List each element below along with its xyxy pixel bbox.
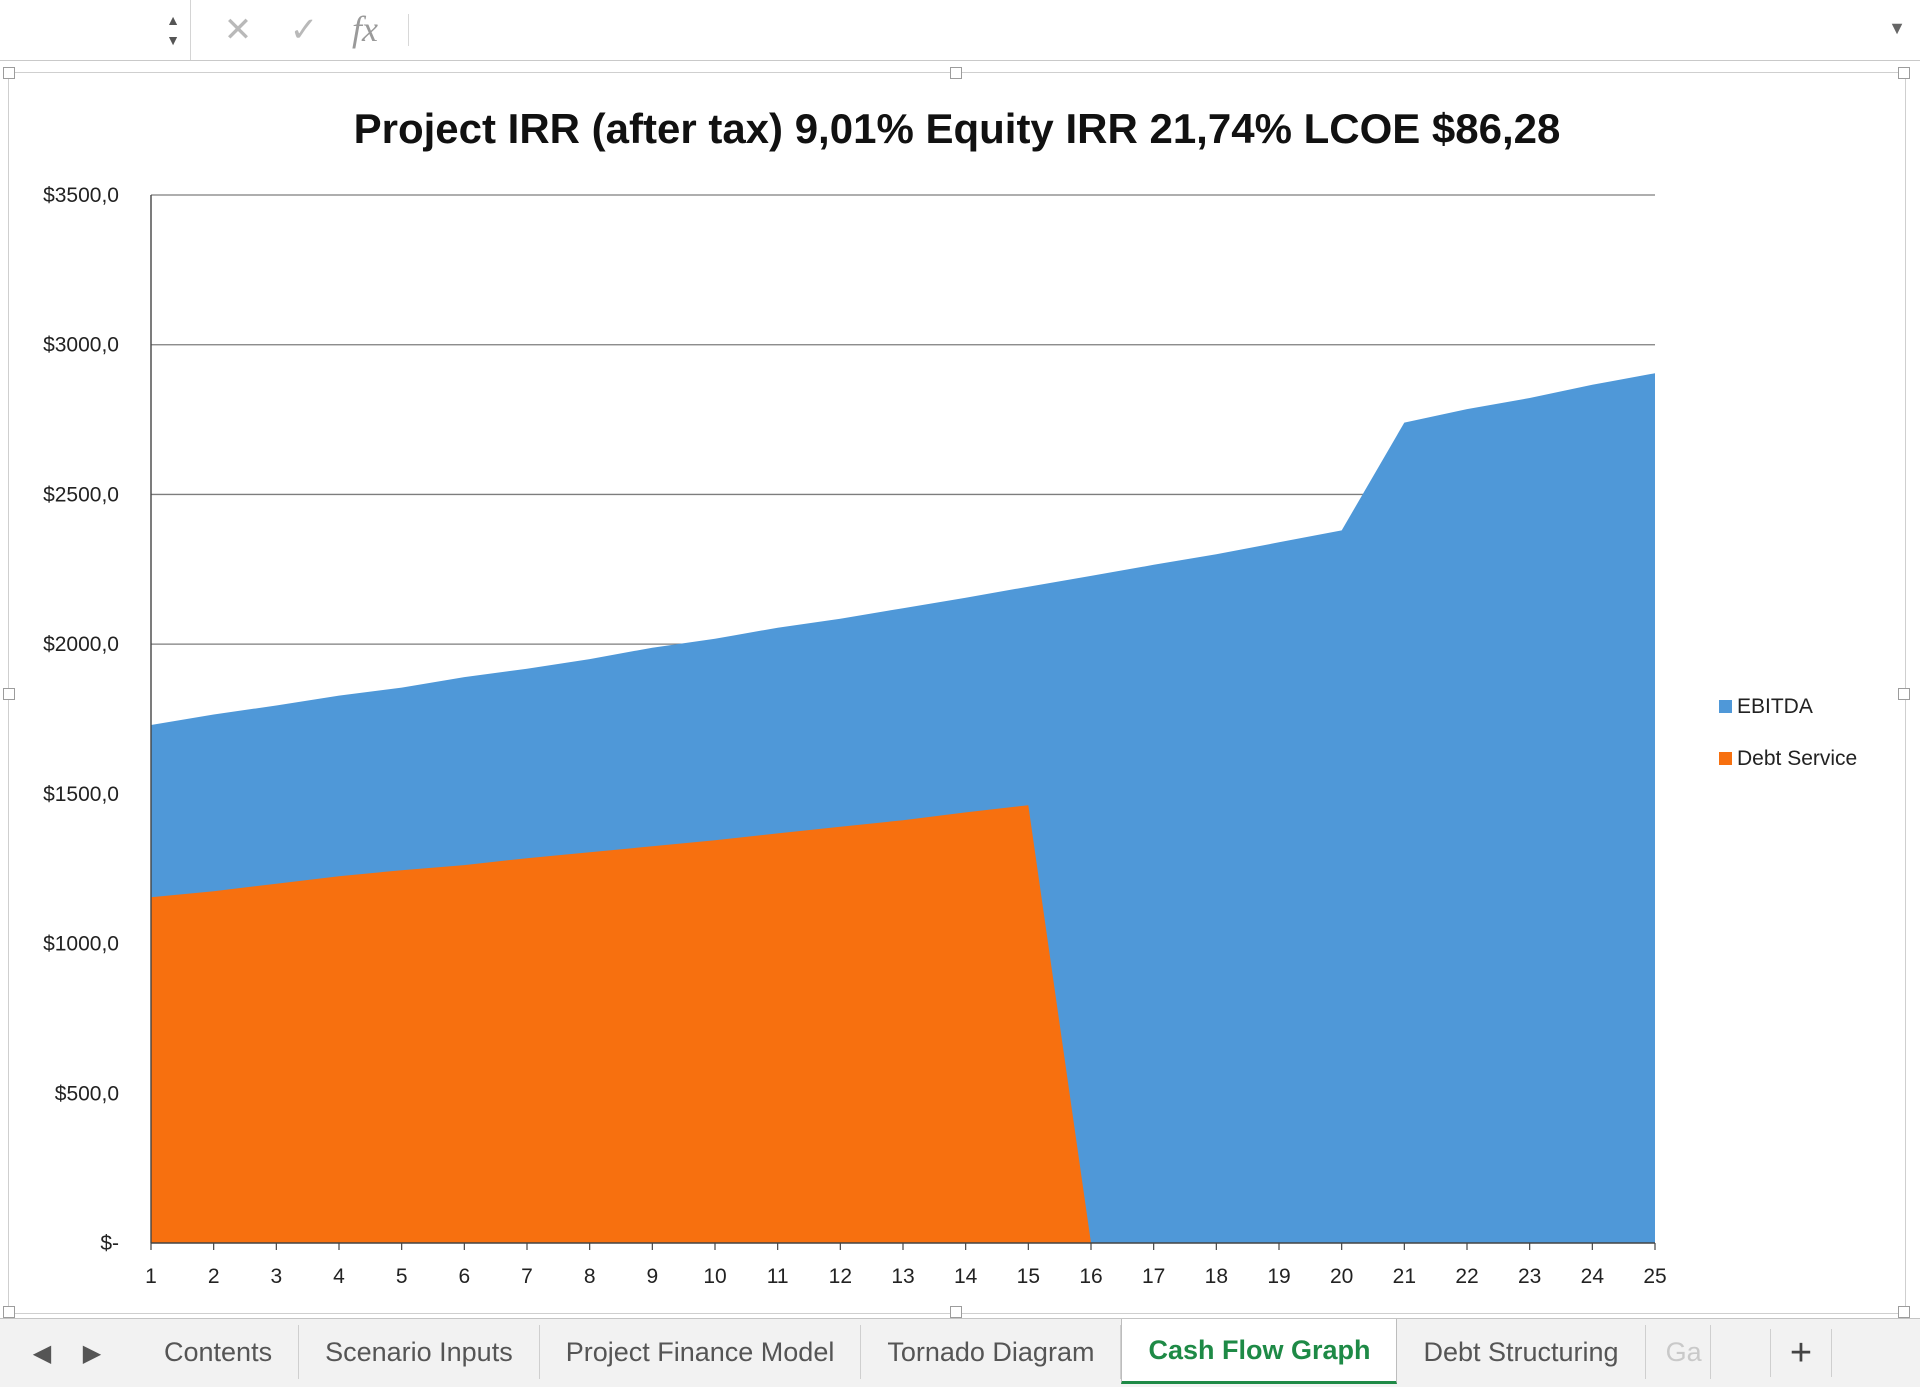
x-tick-label: 6 [458,1265,470,1288]
enter-checkmark-icon[interactable]: ✓ [289,11,319,49]
x-tick-label: 22 [1455,1265,1478,1288]
name-box[interactable]: ▲ ▼ [0,0,191,60]
formula-expand-chevron-icon[interactable]: ▼ [1888,18,1906,38]
up-arrow-icon[interactable]: ▲ [166,12,180,28]
x-tick-label: 2 [208,1265,220,1288]
resize-handle-bottom-right[interactable] [1898,1306,1910,1318]
resize-handle-bottom-left[interactable] [3,1306,15,1318]
x-tick-label: 1 [145,1265,157,1288]
y-tick-label: $3500,0 [43,184,119,207]
x-tick-label: 4 [333,1265,345,1288]
legend-swatch [1719,700,1732,713]
x-tick-label: 9 [646,1265,658,1288]
x-tick-label: 7 [521,1265,533,1288]
x-tick-label: 8 [584,1265,596,1288]
tab-scenario-inputs[interactable]: Scenario Inputs [299,1325,540,1379]
tab-tornado-diagram[interactable]: Tornado Diagram [861,1325,1122,1379]
cash-flow-chart: Project IRR (after tax) 9,01% Equity IRR… [43,105,1857,1288]
x-tick-label: 16 [1079,1265,1102,1288]
cancel-icon[interactable]: ✕ [223,11,253,49]
x-tick-label: 14 [954,1265,978,1288]
sheet-tab-bar: ◀ ▶ Contents Scenario Inputs Project Fin… [0,1318,1920,1387]
chart-title: Project IRR (after tax) 9,01% Equity IRR… [354,105,1561,152]
resize-handle-top[interactable] [950,67,962,79]
tab-project-finance-model[interactable]: Project Finance Model [540,1325,862,1379]
tab-truncated[interactable]: Ga [1646,1325,1711,1379]
resize-handle-right[interactable] [1898,688,1910,700]
y-tick-label: $1500,0 [43,783,119,806]
add-sheet-button[interactable]: + [1770,1329,1832,1377]
x-tick-label: 18 [1205,1265,1228,1288]
x-tick-label: 21 [1393,1265,1416,1288]
resize-handle-top-right[interactable] [1898,67,1910,79]
resize-handle-left[interactable] [3,688,15,700]
x-tick-label: 23 [1518,1265,1541,1288]
x-tick-label: 17 [1142,1265,1165,1288]
down-arrow-icon[interactable]: ▼ [166,32,180,48]
scroll-tabs-right-icon[interactable]: ▶ [82,1339,102,1367]
area-series-debt-service [151,805,1655,1243]
scroll-tabs-left-icon[interactable]: ◀ [32,1339,52,1367]
chart-area[interactable]: Project IRR (after tax) 9,01% Equity IRR… [8,72,1906,1314]
insert-function-icon[interactable]: fx [352,9,378,49]
y-tick-label: $1000,0 [43,933,119,956]
formula-bar: ▲ ▼ ✕ ✓ fx ▼ [0,0,1920,61]
y-tick-label: $- [100,1232,119,1255]
x-tick-label: 5 [396,1265,408,1288]
x-tick-label: 19 [1267,1265,1290,1288]
tab-contents[interactable]: Contents [138,1325,300,1379]
resize-handle-bottom[interactable] [950,1306,962,1318]
legend-label: EBITDA [1737,695,1813,718]
y-tick-label: $3000,0 [43,334,119,357]
y-tick-label: $2000,0 [43,633,119,656]
tab-debt-structuring[interactable]: Debt Structuring [1397,1325,1646,1379]
x-tick-label: 3 [270,1265,282,1288]
x-tick-label: 15 [1017,1265,1040,1288]
sheet-tabs: Contents Scenario Inputs Project Finance… [138,1319,1711,1387]
resize-handle-top-left[interactable] [3,67,15,79]
legend-label: Debt Service [1737,747,1857,770]
x-tick-label: 10 [703,1265,726,1288]
x-tick-label: 11 [767,1265,789,1288]
formula-separator [408,14,409,46]
x-tick-label: 13 [891,1265,914,1288]
x-tick-label: 20 [1330,1265,1353,1288]
legend-swatch [1719,752,1732,765]
name-box-stepper[interactable]: ▲ ▼ [162,6,184,54]
x-tick-label: 25 [1643,1265,1666,1288]
y-tick-label: $2500,0 [43,483,119,506]
y-tick-label: $500,0 [55,1082,119,1105]
x-tick-label: 24 [1581,1265,1605,1288]
x-tick-label: 12 [829,1265,852,1288]
tab-cash-flow-graph[interactable]: Cash Flow Graph [1121,1319,1398,1384]
